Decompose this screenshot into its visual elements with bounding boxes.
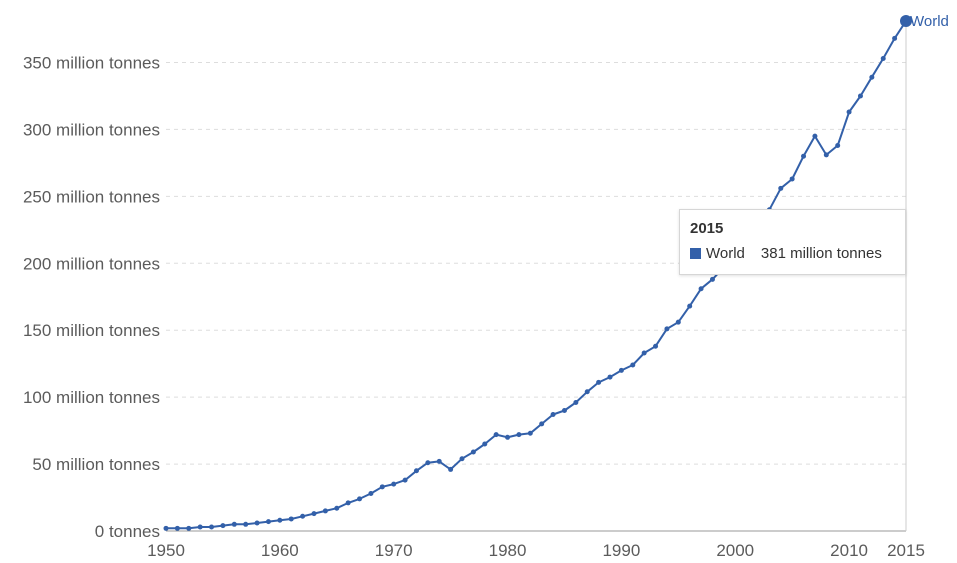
data-point (539, 421, 545, 427)
data-point (300, 513, 306, 519)
data-point (379, 484, 385, 490)
data-point (391, 481, 397, 487)
data-point (357, 496, 363, 502)
data-point (265, 519, 271, 525)
data-point (505, 434, 511, 440)
data-point (311, 511, 317, 517)
data-point (664, 326, 670, 332)
data-point (846, 109, 852, 115)
data-point (163, 525, 169, 531)
data-point (880, 55, 886, 61)
data-point (368, 491, 374, 497)
data-point (687, 303, 693, 309)
data-point (345, 500, 351, 506)
data-point (516, 432, 522, 438)
series-end-label: World (910, 13, 949, 30)
data-point (527, 430, 533, 436)
data-point (402, 477, 408, 483)
data-point (584, 389, 590, 395)
data-point (789, 176, 795, 182)
x-tick-label: 1960 (261, 541, 299, 560)
y-tick-label: 0 tonnes (95, 522, 160, 541)
data-point (470, 449, 476, 455)
y-tick-label: 200 million tonnes (23, 254, 160, 273)
data-point (892, 35, 898, 41)
data-point (243, 521, 249, 527)
y-tick-label: 300 million tonnes (23, 120, 160, 139)
data-point (482, 441, 488, 447)
data-point (561, 408, 567, 414)
data-point (618, 367, 624, 373)
tooltip-year: 2015 (690, 220, 724, 237)
data-point (174, 525, 180, 531)
data-point (334, 505, 340, 511)
data-point (436, 458, 442, 464)
data-point (596, 379, 602, 385)
data-point (448, 466, 454, 472)
x-tick-label: 1950 (147, 541, 185, 560)
data-point (254, 520, 260, 526)
data-point (322, 508, 328, 514)
x-tick-label: 1970 (375, 541, 413, 560)
data-point (698, 286, 704, 292)
data-point (653, 343, 659, 349)
data-point (778, 185, 784, 191)
x-tick-label: 2015 (887, 541, 925, 560)
tooltip-series-swatch (690, 248, 701, 259)
x-tick-label: 2010 (830, 541, 868, 560)
data-point (493, 432, 499, 438)
data-point (675, 319, 681, 325)
data-point (288, 516, 294, 522)
data-point (197, 524, 203, 530)
data-point (823, 152, 829, 158)
data-point (812, 133, 818, 139)
data-point (459, 456, 465, 462)
data-point (709, 276, 715, 282)
data-point (425, 460, 431, 466)
y-tick-label: 100 million tonnes (23, 388, 160, 407)
chart-tooltip: 2015 World 381 million tonnes (679, 209, 906, 275)
y-tick-label: 250 million tonnes (23, 187, 160, 206)
data-point (209, 524, 215, 530)
data-point (630, 362, 636, 368)
data-point (835, 142, 841, 148)
x-tick-label: 1980 (489, 541, 527, 560)
data-point (801, 153, 807, 159)
tooltip-row: World 381 million tonnes (690, 245, 895, 262)
data-point (277, 517, 283, 523)
data-point (186, 525, 192, 531)
y-tick-label: 350 million tonnes (23, 53, 160, 72)
x-tick-label: 2000 (716, 541, 754, 560)
data-point (573, 399, 579, 405)
data-point (641, 350, 647, 356)
data-point (869, 74, 875, 80)
x-tick-label: 1990 (602, 541, 640, 560)
data-point (550, 412, 556, 418)
data-point (857, 93, 863, 99)
data-point (413, 468, 419, 474)
tooltip-series-name: World (706, 245, 745, 262)
tooltip-value: 381 million tonnes (760, 245, 882, 262)
highlight-point (900, 15, 912, 27)
y-tick-label: 50 million tonnes (32, 455, 160, 474)
data-point (607, 374, 613, 380)
data-point (220, 523, 226, 529)
data-point (231, 521, 237, 527)
y-tick-label: 150 million tonnes (23, 321, 160, 340)
